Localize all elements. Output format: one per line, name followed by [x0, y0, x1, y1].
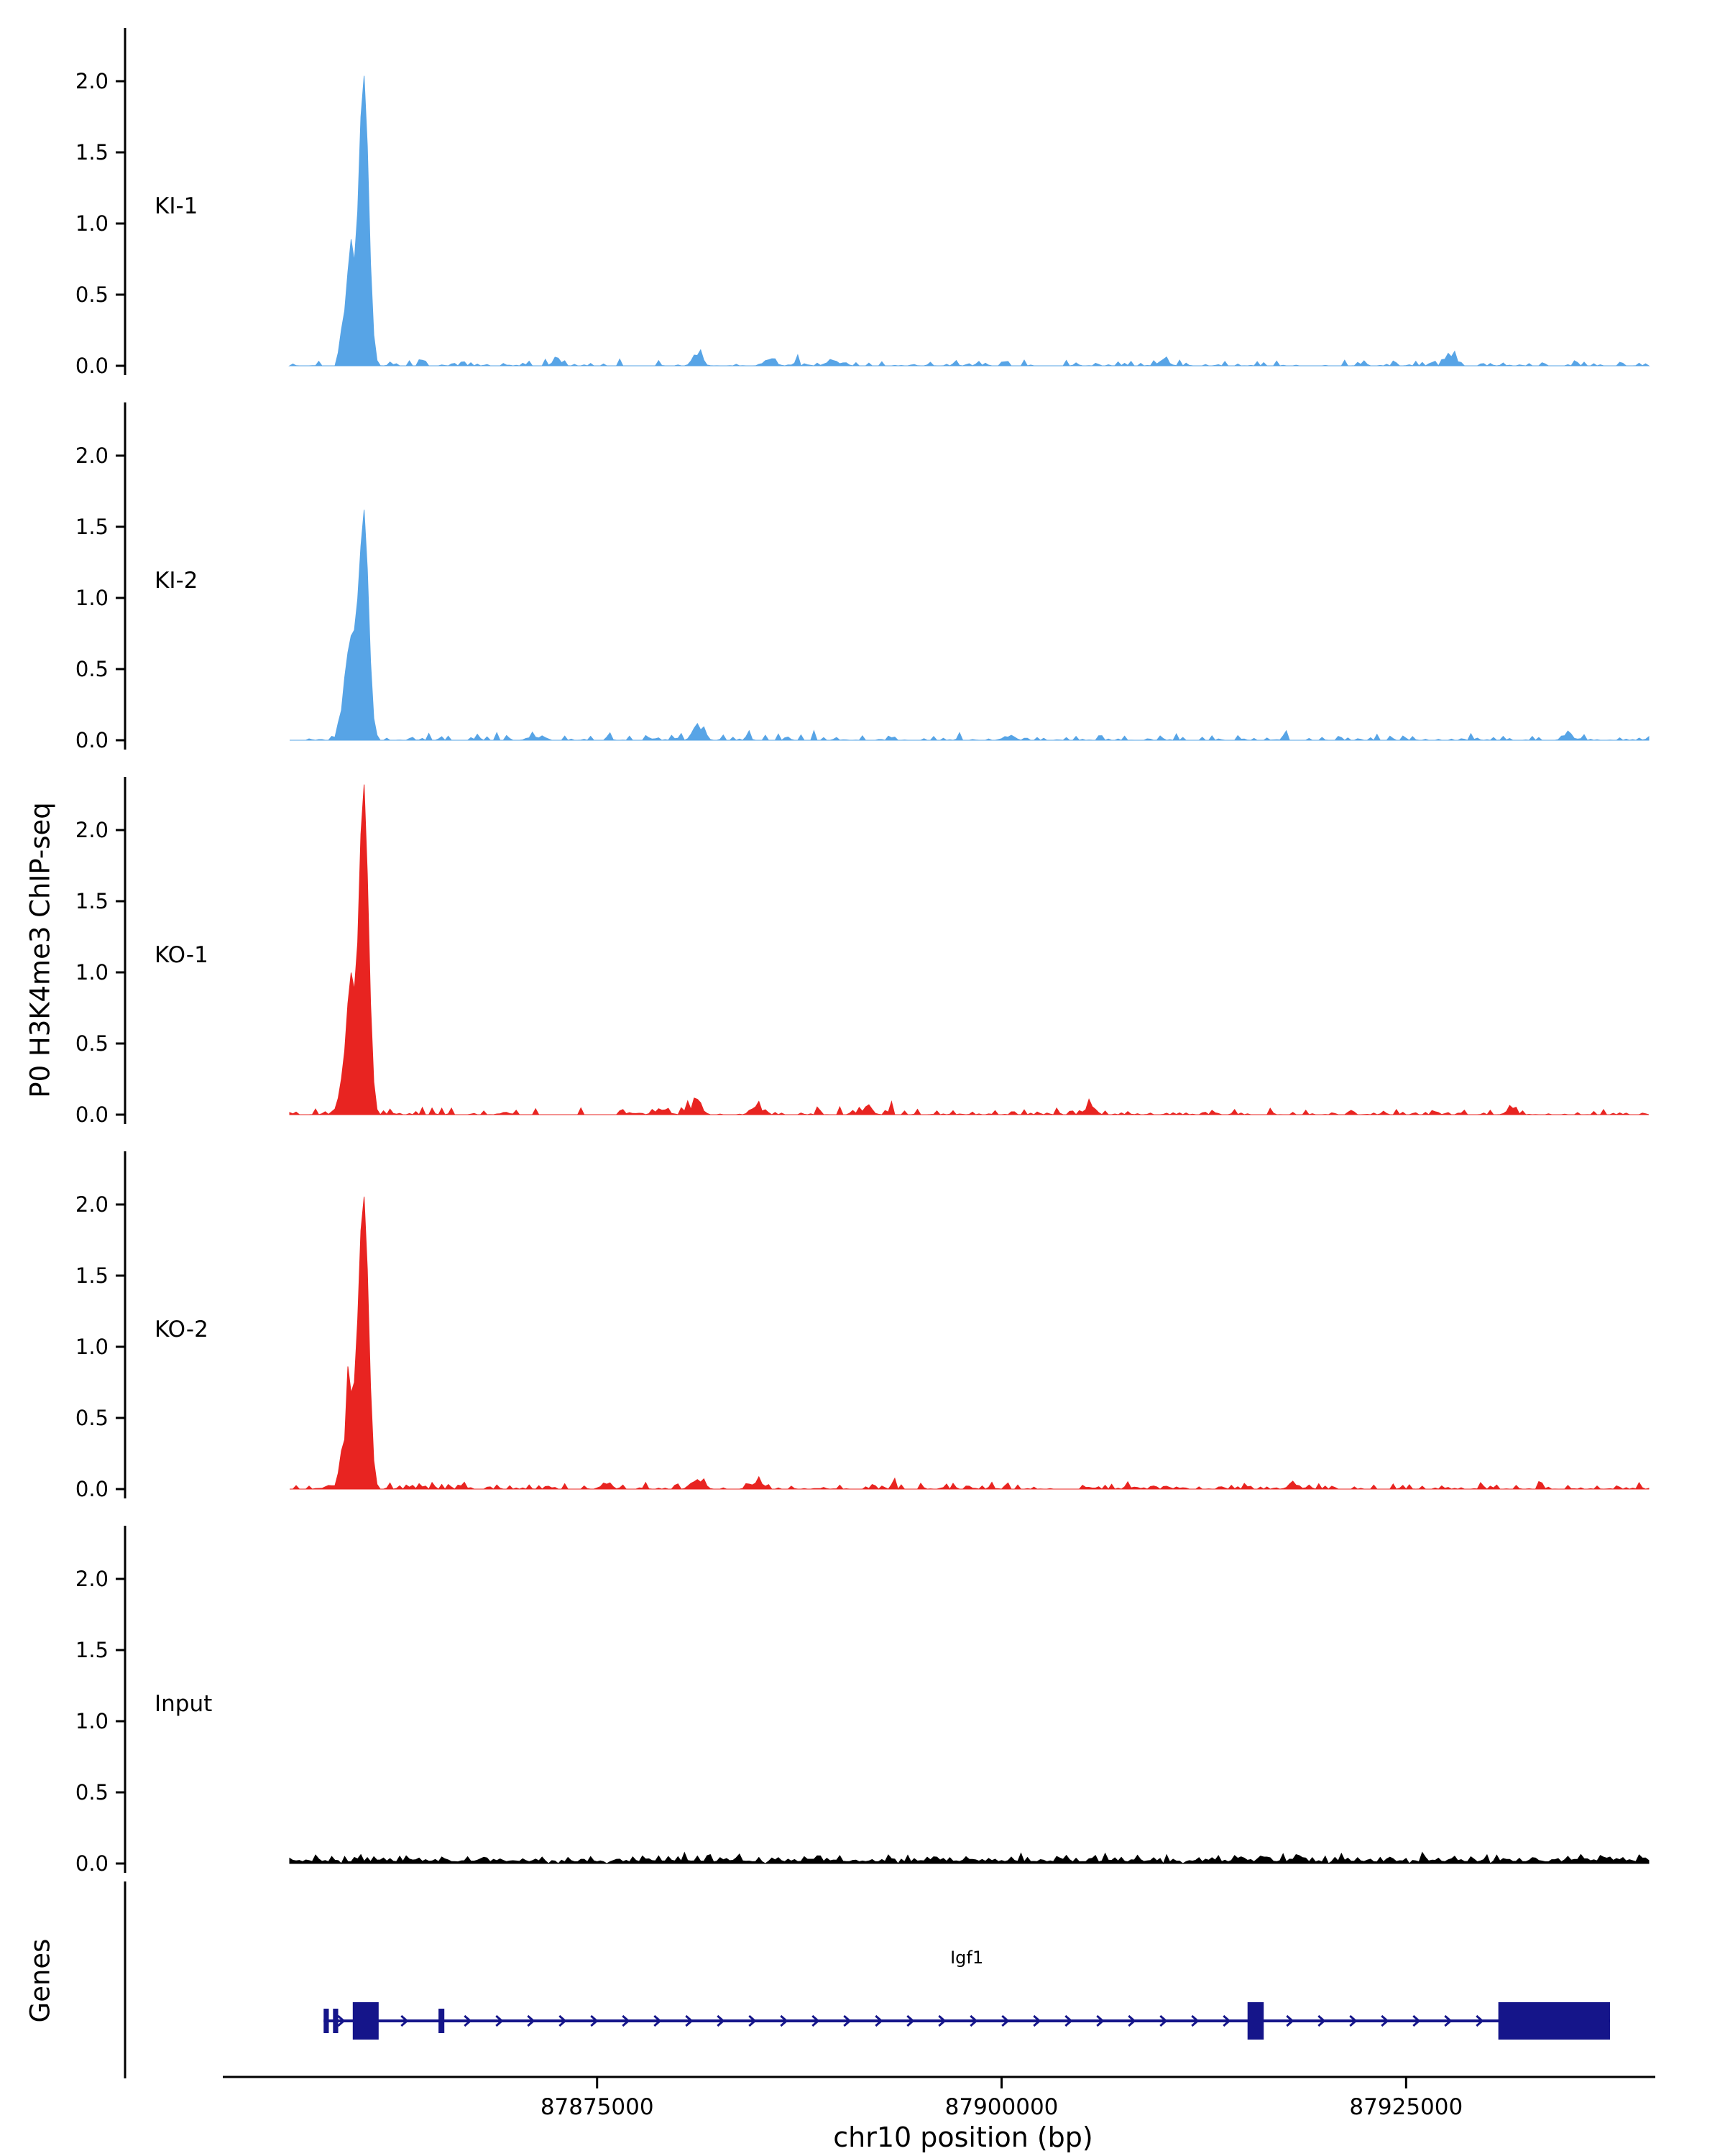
- strand-arrow: [875, 2014, 883, 2027]
- y-tick-label: 0.0: [75, 1102, 109, 1127]
- y-tick-label: 2.0: [75, 443, 109, 468]
- strand-arrow: [590, 2014, 599, 2027]
- coverage-area-ki-2: [290, 510, 1650, 741]
- strand-arrow: [1096, 2014, 1105, 2027]
- x-tick-label: 87925000: [1349, 2094, 1463, 2120]
- strand-arrow: [1033, 2014, 1041, 2027]
- y-tick-label: 0.0: [75, 1851, 109, 1876]
- x-tick-label: 87875000: [540, 2094, 654, 2120]
- strand-arrow: [811, 2014, 820, 2027]
- track-label-ki-2: KI-2: [155, 568, 198, 594]
- strand-arrow: [1381, 2014, 1389, 2027]
- coverage-area-ki-1: [288, 75, 1650, 367]
- y-tick-label: 1.5: [75, 515, 109, 539]
- strand-arrow: [748, 2014, 757, 2027]
- track-label-ko-1: KO-1: [155, 942, 208, 968]
- y-tick-label: 0.5: [75, 657, 109, 681]
- y-tick-label: 0.5: [75, 1031, 109, 1056]
- coverage-area-input: [289, 1851, 1650, 1865]
- y-tick-label: 1.0: [75, 960, 109, 985]
- strand-arrow: [1444, 2014, 1453, 2027]
- track-label-ki-1: KI-1: [155, 193, 198, 219]
- strand-arrow: [970, 2014, 978, 2027]
- gene-exon: [438, 2009, 445, 2033]
- y-tick-label: 0.5: [75, 1406, 109, 1430]
- track-label-ko-2: KO-2: [155, 1317, 208, 1342]
- y-tick-label: 0.0: [75, 354, 109, 378]
- genes-axis-label: Genes: [24, 1938, 56, 2023]
- strand-arrow: [1412, 2014, 1421, 2027]
- coverage-area-ko-2: [290, 1197, 1650, 1491]
- y-tick-label: 1.0: [75, 211, 109, 236]
- y-axis-label: P0 H3K4me3 ChIP-seq: [24, 802, 56, 1098]
- strand-arrow: [527, 2014, 535, 2027]
- strand-arrow: [1223, 2014, 1231, 2027]
- y-tick-label: 2.0: [75, 69, 109, 93]
- strand-arrow: [1064, 2014, 1073, 2027]
- y-tick-label: 1.0: [75, 1709, 109, 1733]
- x-tick-label: 87900000: [945, 2094, 1059, 2120]
- strand-arrow: [1001, 2014, 1010, 2027]
- strand-arrow: [1476, 2014, 1484, 2027]
- x-axis-label: chr10 position (bp): [833, 2122, 1093, 2153]
- strand-arrow: [906, 2014, 915, 2027]
- y-tick-label: 1.0: [75, 1335, 109, 1359]
- y-tick-label: 0.0: [75, 728, 109, 752]
- y-tick-label: 1.0: [75, 586, 109, 610]
- y-tick-label: 2.0: [75, 1192, 109, 1217]
- y-tick-label: 2.0: [75, 1567, 109, 1591]
- strand-arrow: [1128, 2014, 1136, 2027]
- strand-arrow: [1191, 2014, 1200, 2027]
- strand-arrow: [622, 2014, 630, 2027]
- y-tick-label: 1.5: [75, 1638, 109, 1662]
- gene-exon: [352, 2002, 379, 2040]
- gene-exon: [1498, 2002, 1610, 2040]
- gene-exon: [333, 2009, 339, 2033]
- y-tick-label: 1.5: [75, 1263, 109, 1288]
- gene-exon: [323, 2009, 329, 2033]
- strand-arrow: [1317, 2014, 1326, 2027]
- track-label-input: Input: [155, 1691, 212, 1717]
- strand-arrow: [400, 2014, 409, 2027]
- strand-arrow: [1349, 2014, 1358, 2027]
- strand-arrow: [780, 2014, 788, 2027]
- y-tick-label: 1.5: [75, 889, 109, 913]
- strand-arrow: [1286, 2014, 1294, 2027]
- strand-arrow: [717, 2014, 725, 2027]
- gene-name-label: Igf1: [950, 1948, 983, 1968]
- strand-arrow: [495, 2014, 504, 2027]
- y-tick-label: 1.5: [75, 140, 109, 165]
- strand-arrow: [1159, 2014, 1168, 2027]
- y-tick-label: 0.0: [75, 1477, 109, 1501]
- strand-arrow: [843, 2014, 852, 2027]
- strand-arrow: [464, 2014, 472, 2027]
- y-tick-label: 2.0: [75, 818, 109, 842]
- strand-arrow: [337, 2014, 346, 2027]
- strand-arrow: [938, 2014, 947, 2027]
- y-tick-label: 0.5: [75, 1780, 109, 1805]
- strand-arrow: [558, 2014, 567, 2027]
- strand-arrow: [653, 2014, 662, 2027]
- y-tick-label: 0.5: [75, 282, 109, 307]
- strand-arrow: [685, 2014, 694, 2027]
- coverage-area-ko-1: [289, 784, 1650, 1115]
- gene-exon: [1247, 2002, 1264, 2040]
